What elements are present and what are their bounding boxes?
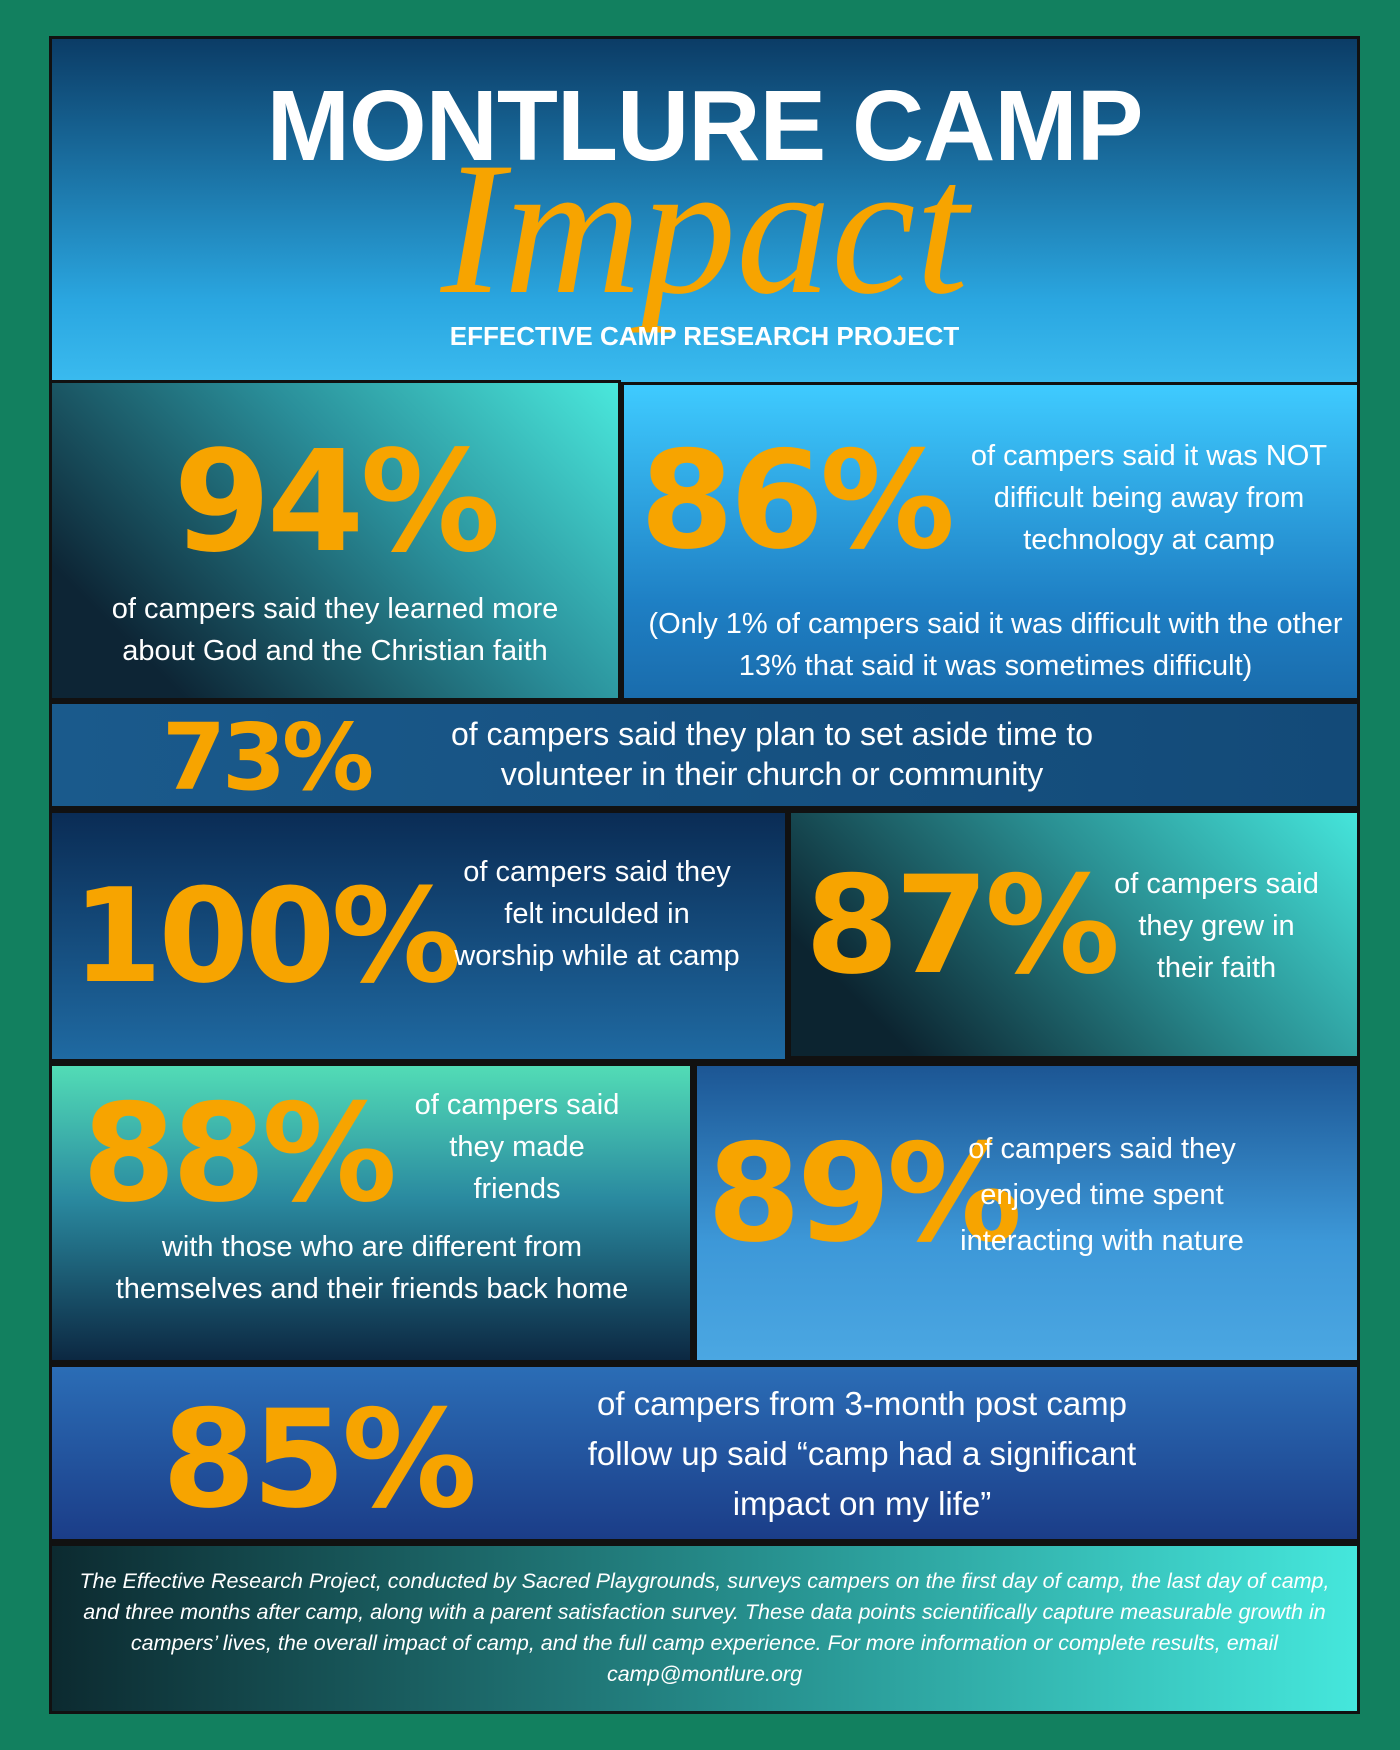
stat-value: 87% bbox=[805, 847, 1120, 1004]
stat-text: of campers said they enjoyed time spent … bbox=[960, 1133, 1244, 1257]
stat-text: of campers said it was NOT difficult bei… bbox=[970, 440, 1328, 556]
stat-text: of campers said they plan to set aside t… bbox=[450, 716, 1094, 792]
stat-note: (Only 1% of campers said it was difficul… bbox=[648, 608, 1343, 682]
script-title: Impact bbox=[440, 124, 969, 334]
stat-more: with those who are different from themse… bbox=[115, 1231, 629, 1305]
stat-text: of campers said they felt inculded in wo… bbox=[454, 856, 740, 972]
stat-value: 88% bbox=[82, 1075, 397, 1232]
stat-panel: 94% of campers said they learned more ab… bbox=[49, 380, 621, 701]
stat-panel: 73% of campers said they plan to set asi… bbox=[49, 701, 1360, 809]
title: MONTLURE CAMP bbox=[266, 70, 1144, 182]
stat-text: of campers said they grew in their faith bbox=[1114, 868, 1319, 984]
stat-panel: 85% of campers from 3-month post camp fo… bbox=[49, 1364, 1360, 1542]
footer: The Effective Research Project, conducte… bbox=[49, 1543, 1360, 1714]
stat-text: of campers from 3-month post camp follow… bbox=[587, 1385, 1137, 1522]
subtitle: EFFECTIVE CAMP RESEARCH PROJECT bbox=[449, 321, 960, 351]
stat-value: 73% bbox=[162, 704, 374, 809]
stat-value: 86% bbox=[640, 422, 955, 579]
stat-text: of campers said they learned more about … bbox=[111, 593, 559, 667]
stat-panel: 88% of campers said they made friends wi… bbox=[49, 1063, 693, 1363]
stat-panel: 100% of campers said they felt inculded … bbox=[49, 810, 788, 1062]
header: MONTLURE CAMP Impact EFFECTIVE CAMP RESE… bbox=[49, 36, 1360, 391]
stat-panel: 89% of campers said they enjoyed time sp… bbox=[694, 1063, 1360, 1363]
stat-value: 85% bbox=[162, 1381, 477, 1538]
stat-value: 94% bbox=[173, 421, 500, 584]
stat-value: 100% bbox=[72, 860, 462, 1012]
stat-panel: 87% of campers said they grew in their f… bbox=[788, 810, 1360, 1059]
stat-panel: 86% of campers said it was NOT difficult… bbox=[621, 382, 1360, 701]
stat-value: 89% bbox=[707, 1115, 1022, 1272]
footer-text: The Effective Research Project, conducte… bbox=[79, 1569, 1330, 1686]
stat-text: of campers said they made friends bbox=[414, 1089, 620, 1205]
